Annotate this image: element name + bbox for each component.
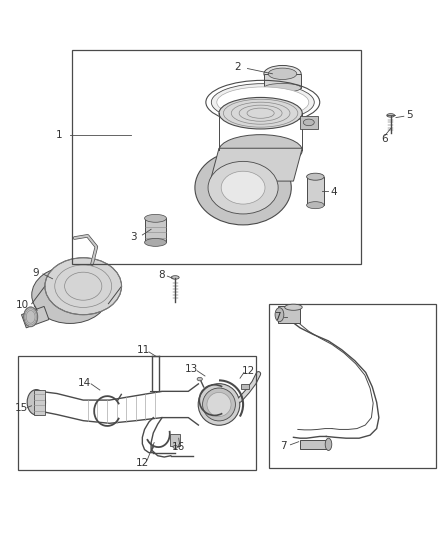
Ellipse shape (325, 438, 332, 450)
Ellipse shape (208, 161, 278, 214)
Polygon shape (210, 148, 302, 181)
Text: 5: 5 (406, 110, 413, 120)
Text: 7: 7 (274, 312, 281, 322)
Bar (72, 50, 361, 264)
Text: 12: 12 (136, 458, 149, 468)
Ellipse shape (275, 308, 284, 322)
Ellipse shape (221, 171, 265, 204)
Text: 6: 6 (381, 134, 388, 143)
Ellipse shape (268, 68, 297, 79)
Text: 8: 8 (158, 270, 165, 280)
Ellipse shape (217, 87, 309, 118)
Ellipse shape (171, 276, 179, 279)
Ellipse shape (307, 173, 324, 180)
Ellipse shape (387, 114, 395, 117)
Bar (241, 384, 249, 389)
Text: 11: 11 (137, 345, 150, 355)
Ellipse shape (211, 84, 314, 121)
Text: 12: 12 (242, 366, 255, 376)
Bar (300, 440, 328, 449)
Ellipse shape (219, 98, 302, 129)
Text: 14: 14 (78, 377, 91, 387)
Text: 16: 16 (172, 442, 185, 452)
Bar (170, 434, 180, 446)
Ellipse shape (145, 238, 166, 246)
Bar (34, 390, 45, 415)
Ellipse shape (145, 214, 166, 222)
Ellipse shape (264, 66, 301, 82)
Ellipse shape (45, 258, 121, 314)
Text: 13: 13 (185, 365, 198, 374)
Ellipse shape (198, 384, 240, 425)
Text: 4: 4 (330, 187, 337, 197)
Ellipse shape (307, 201, 324, 209)
Ellipse shape (303, 119, 314, 126)
Text: 10: 10 (16, 300, 29, 310)
Bar (145, 219, 166, 243)
Ellipse shape (197, 377, 202, 381)
Bar (307, 177, 324, 205)
Text: 7: 7 (280, 441, 287, 451)
Ellipse shape (285, 304, 302, 310)
Ellipse shape (202, 388, 236, 421)
Ellipse shape (207, 392, 231, 416)
Text: 1: 1 (56, 130, 63, 140)
Text: 9: 9 (32, 268, 39, 278)
Ellipse shape (264, 84, 301, 92)
Ellipse shape (27, 390, 46, 415)
Ellipse shape (195, 150, 291, 225)
Bar (278, 306, 300, 324)
Ellipse shape (24, 307, 38, 327)
Bar (264, 74, 301, 88)
Bar (18, 356, 256, 470)
Ellipse shape (173, 446, 177, 448)
Bar (300, 116, 318, 128)
Text: 15: 15 (14, 402, 28, 413)
Ellipse shape (32, 266, 109, 324)
Text: 2: 2 (234, 62, 241, 72)
Text: 3: 3 (130, 232, 137, 242)
Bar (269, 304, 436, 468)
Ellipse shape (219, 135, 302, 166)
Bar (21, 306, 49, 328)
